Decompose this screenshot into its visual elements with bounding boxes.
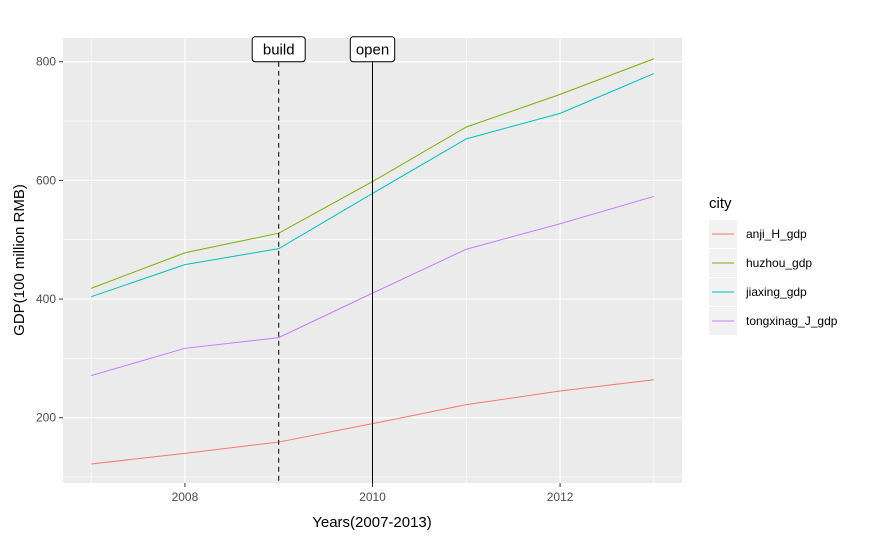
legend: city anji_H_gdp huzhou_gdp jiaxing_gdptong…	[709, 195, 838, 335]
annotations: build open	[251, 36, 396, 483]
y-tick-label: 600	[36, 173, 56, 187]
annotation-box-build	[251, 36, 306, 63]
y-axis-title: GDP(100 million RMB)	[11, 184, 28, 336]
annotation-label-build: build	[263, 42, 295, 59]
x-tick-label: 2010	[359, 490, 386, 504]
y-tick-label: 400	[36, 292, 56, 306]
annotation-box-open	[349, 36, 396, 63]
x-tick-label: 2012	[547, 490, 574, 504]
x-tick-label: 2008	[172, 490, 199, 504]
x-axis-title: Years(2007-2013)	[312, 514, 432, 531]
x-axis: 2008 2010 2012	[172, 483, 574, 504]
legend-title: city	[709, 195, 732, 212]
y-axis: 200 400 600 800	[36, 55, 63, 425]
legend-label-tongxinag-j-gdp: tongxinag_J_gdp	[746, 314, 838, 328]
y-tick-label: 200	[36, 411, 56, 425]
y-tick-label: 800	[36, 55, 56, 69]
legend-label-huzhou-gdp: huzhou_gdp	[746, 256, 812, 270]
annotation-label-open: open	[356, 42, 389, 59]
legend-label-jiaxing-gdp: jiaxing_gdp	[745, 285, 807, 299]
legend-label-anji-h-gdp: anji_H_gdp	[746, 227, 807, 241]
